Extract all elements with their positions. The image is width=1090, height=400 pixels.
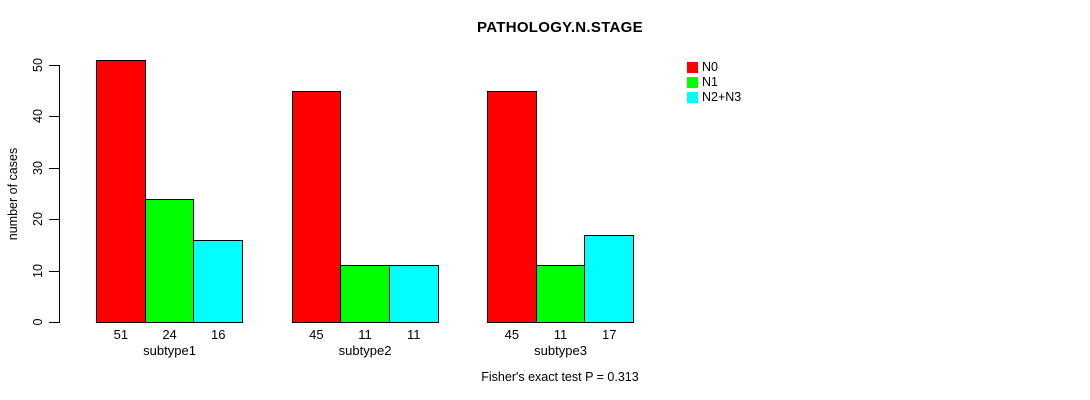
bar-subtype1-N2+N3 [193, 239, 244, 323]
y-tick-mark-0 [49, 322, 59, 323]
bar-subtype3-N0 [487, 90, 537, 323]
bar-value-label-subtype3-N1: 11 [553, 327, 568, 342]
y-tick-mark-10 [49, 270, 59, 272]
bar-subtype3-N2+N3 [584, 234, 635, 323]
legend-swatch-N0 [687, 62, 698, 73]
bar-value-label-subtype2-N2+N3: 11 [407, 327, 421, 342]
bar-value-label-subtype3-N0: 45 [504, 327, 520, 342]
legend-label-N2+N3: N2+N3 [702, 90, 742, 104]
chart-title: PATHOLOGY.N.STAGE [477, 19, 643, 36]
y-tick-mark-30 [49, 167, 59, 169]
y-tick-label-50: 50 [31, 58, 45, 72]
y-tick-label-30: 30 [31, 160, 45, 175]
y-tick-label-10: 10 [31, 263, 45, 278]
y-tick-label-20: 20 [31, 212, 45, 227]
x-category-label-subtype1: subtype1 [143, 343, 196, 358]
bar-subtype2-N1 [340, 265, 390, 323]
y-tick-label-0: 0 [31, 318, 45, 326]
bar-value-label-subtype1-N2+N3: 16 [211, 327, 226, 342]
y-tick-label-40: 40 [31, 109, 45, 124]
bar-subtype2-N0 [291, 90, 342, 323]
bar-value-label-subtype3-N2+N3: 17 [602, 327, 617, 342]
y-tick-mark-20 [49, 219, 59, 221]
y-tick-mark-50 [49, 65, 59, 66]
legend-label-N1: N1 [702, 75, 718, 89]
y-axis-line [59, 65, 60, 323]
y-axis-label: number of cases [6, 147, 20, 241]
bar-value-label-subtype1-N0: 51 [113, 327, 129, 342]
bar-value-label-subtype2-N0: 45 [309, 327, 324, 342]
bar-subtype1-N1 [144, 198, 195, 323]
legend-label-N0: N0 [702, 60, 718, 74]
legend-swatch-N1 [687, 77, 698, 88]
x-category-label-subtype2: subtype2 [338, 343, 392, 358]
bar-subtype3-N1 [535, 265, 586, 323]
bar-value-label-subtype2-N1: 11 [358, 327, 372, 342]
x-category-label-subtype3: subtype3 [534, 343, 587, 358]
legend-swatch-N2+N3 [687, 92, 698, 103]
bar-value-label-subtype1-N1: 24 [162, 327, 177, 342]
bar-subtype1-N0 [96, 59, 146, 323]
annotation-fishers-test: Fisher's exact test P = 0.313 [481, 370, 639, 384]
bar-subtype2-N2+N3 [388, 265, 439, 323]
y-tick-mark-40 [49, 116, 59, 118]
